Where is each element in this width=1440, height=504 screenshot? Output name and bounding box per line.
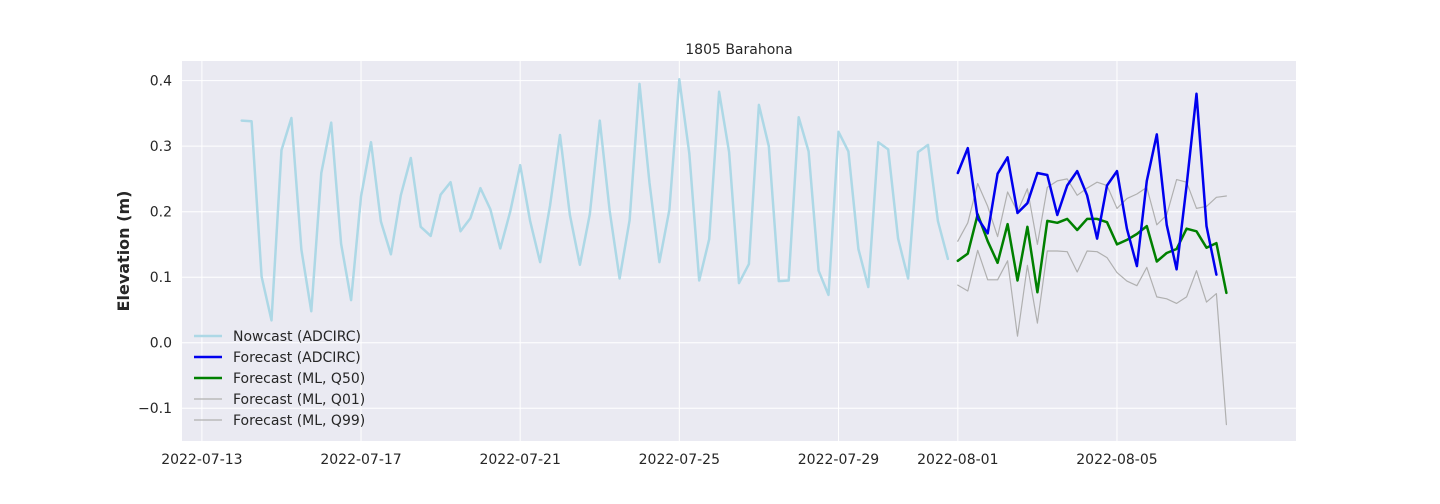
series-line-nowcast-adcirc — [240, 78, 950, 322]
y-axis-label: Elevation (m) — [114, 191, 133, 312]
x-tick-label: 2022-08-05 — [1076, 452, 1157, 468]
legend-label-forecast-ml-q01: Forecast (ML, Q01) — [233, 392, 365, 408]
x-tick-label: 2022-07-21 — [479, 452, 560, 468]
y-tick-label: −0.1 — [138, 401, 172, 417]
series-line-forecast-ml-q01 — [957, 249, 1228, 426]
x-tick-label: 2022-07-29 — [798, 452, 879, 468]
legend-label-forecast-ml-q50: Forecast (ML, Q50) — [233, 371, 365, 387]
series-line-forecast-ml-q99 — [957, 178, 1228, 245]
series-lines — [240, 78, 1228, 426]
x-tick-label: 2022-07-25 — [639, 452, 720, 468]
series-line-forecast-adcirc — [956, 92, 1218, 276]
y-tick-label: 0.4 — [150, 74, 172, 90]
y-tick-label: 0.0 — [150, 336, 172, 352]
y-tick-label: 0.1 — [150, 270, 172, 286]
chart-title: 1805 Barahona — [685, 42, 793, 58]
y-tick-label: 0.2 — [150, 205, 172, 221]
x-tick-label: 2022-07-17 — [320, 452, 401, 468]
legend: Nowcast (ADCIRC) Forecast (ADCIRC) Forecas… — [194, 329, 365, 429]
x-tick-label: 2022-07-13 — [161, 452, 242, 468]
plot-area — [182, 61, 1296, 441]
legend-label-forecast-adcirc: Forecast (ADCIRC) — [233, 350, 361, 366]
legend-label-forecast-ml-q99: Forecast (ML, Q99) — [233, 413, 365, 429]
tick-labels: −0.1 0.0 0.1 0.2 0.3 0.4 2022-07-13 2022-07-17 2… — [138, 74, 1158, 468]
x-tick-label: 2022-08-01 — [917, 452, 998, 468]
legend-label-nowcast-adcirc: Nowcast (ADCIRC) — [233, 329, 361, 345]
y-tick-label: 0.3 — [150, 139, 172, 155]
